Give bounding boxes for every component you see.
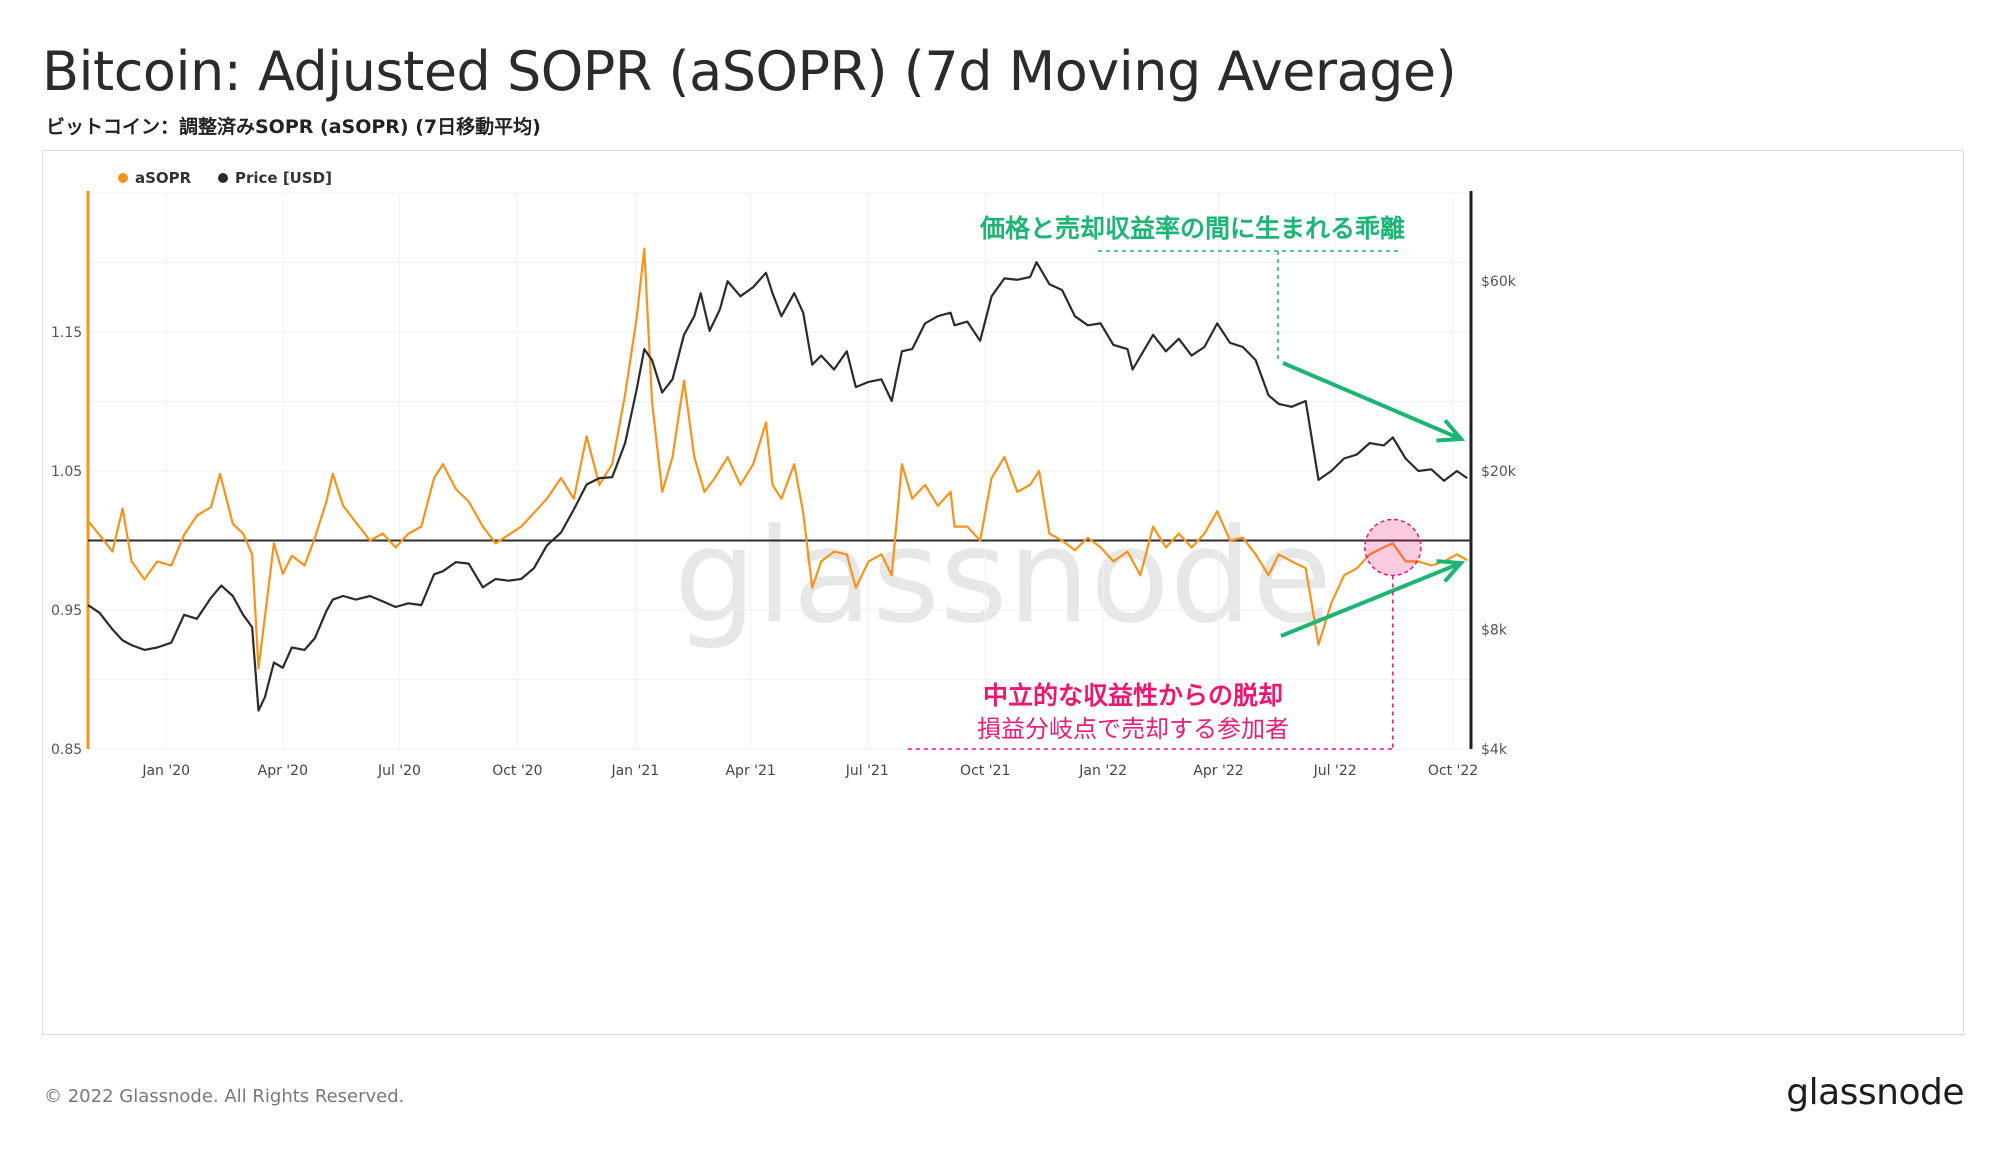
divergence-annotation-text: 価格と売却収益率の間に生まれる乖離 [979, 214, 1405, 243]
right-tick-label: $20k [1481, 464, 1517, 480]
left-tick-label: 0.85 [51, 742, 82, 758]
x-tick-label: Jan '22 [1078, 763, 1127, 779]
x-tick-label: Apr '20 [258, 763, 308, 779]
x-tick-label: Jul '21 [845, 763, 889, 779]
left-axis: 0.85 0.95 1.05 1.15 [51, 191, 90, 758]
grid-lines [88, 192, 1471, 750]
chart-frame: glassnode aSOPR Price [USD] 0.85 0.95 1.05… [42, 150, 1964, 1035]
watermark: glassnode [674, 500, 1332, 652]
glassnode-logo[interactable]: glassnode [1786, 1072, 1964, 1113]
x-tick-label: Oct '22 [1428, 763, 1478, 779]
page-title: Bitcoin: Adjusted SOPR (aSOPR) (7d Movin… [42, 40, 1457, 103]
x-tick-label: Jul '22 [1313, 763, 1357, 779]
x-tick-label: Apr '21 [725, 763, 775, 779]
legend-dot-asopr [118, 173, 128, 183]
divergence-arrow-price-head [1436, 418, 1466, 443]
breakeven-highlight-circle [1364, 518, 1422, 577]
breakeven-annotation-subtitle: 損益分岐点で売却する参加者 [977, 715, 1289, 743]
breakeven-annotation-title: 中立的な収益性からの脱却 [983, 681, 1283, 710]
right-tick-label: $4k [1481, 742, 1508, 758]
divergence-arrow-price [1282, 361, 1462, 441]
legend-label-asopr[interactable]: aSOPR [135, 169, 192, 187]
left-tick-label: 1.05 [51, 464, 82, 480]
right-axis: $4k $8k $20k $60k [1469, 191, 1517, 758]
right-tick-label: $8k [1481, 622, 1508, 638]
page-subtitle: ビットコイン：調整済みSOPR (aSOPR) (7日移動平均) [46, 116, 541, 138]
x-tick-label: Oct '21 [960, 763, 1010, 779]
x-tick-label: Apr '22 [1193, 763, 1243, 779]
right-tick-label: $60k [1481, 274, 1517, 290]
legend: aSOPR Price [USD] [118, 169, 332, 187]
series-line-price [87, 261, 1468, 712]
asopr-price-chart: glassnode aSOPR Price [USD] 0.85 0.95 1.05… [51, 169, 1517, 779]
left-tick-label: 1.15 [51, 325, 82, 341]
legend-label-price[interactable]: Price [USD] [235, 169, 332, 187]
copyright-text: © 2022 Glassnode. All Rights Reserved. [44, 1086, 405, 1107]
divergence-arrow-asopr-head [1436, 559, 1466, 583]
left-tick-label: 0.95 [51, 603, 82, 619]
x-tick-label: Jul '20 [377, 763, 421, 779]
annotations: 価格と売却収益率の間に生まれる乖離中立的な収益性からの脱却損益分岐点で売却する参… [908, 214, 1466, 750]
x-tick-label: Oct '20 [492, 763, 542, 779]
series-line-asopr [87, 247, 1468, 670]
x-tick-label: Jan '21 [610, 763, 659, 779]
x-tick-label: Jan '20 [141, 763, 190, 779]
series-layer [87, 247, 1468, 712]
divergence-arrow-asopr [1280, 561, 1462, 638]
x-axis: Jan '20 Apr '20 Jul '20 Oct '20 Jan '21 Apr '… [141, 763, 1478, 779]
legend-dot-price [218, 173, 228, 183]
